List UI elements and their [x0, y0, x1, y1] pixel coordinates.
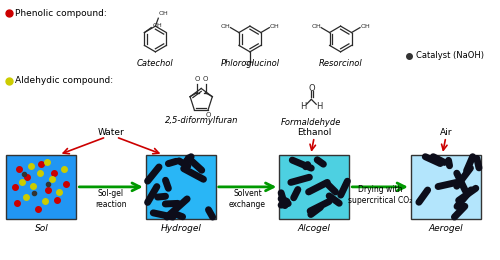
Text: OH: OH — [270, 24, 280, 29]
FancyBboxPatch shape — [146, 155, 216, 219]
FancyBboxPatch shape — [6, 155, 76, 219]
Text: Air: Air — [440, 128, 452, 137]
Text: Solvent
exchange: Solvent exchange — [229, 189, 266, 209]
Text: Sol-gel
reaction: Sol-gel reaction — [96, 189, 127, 209]
Text: H: H — [316, 102, 322, 111]
Text: O: O — [203, 76, 208, 82]
Text: OH: OH — [360, 24, 370, 29]
Text: Phenolic compound:: Phenolic compound: — [15, 9, 107, 18]
Text: Catechol: Catechol — [137, 59, 174, 68]
Text: OH: OH — [311, 24, 321, 29]
Text: OH: OH — [158, 11, 168, 16]
Text: Aldehydic compound:: Aldehydic compound: — [15, 76, 113, 85]
Text: Hydrogel: Hydrogel — [160, 224, 201, 233]
Text: Drying with
supercritical CO₂: Drying with supercritical CO₂ — [348, 185, 412, 205]
Text: Resorcinol: Resorcinol — [318, 59, 362, 68]
Text: OH: OH — [220, 24, 230, 29]
Text: Aerogel: Aerogel — [428, 224, 463, 233]
Text: Sol: Sol — [34, 224, 48, 233]
Text: 2,5-diformylfuran: 2,5-diformylfuran — [164, 116, 238, 125]
Text: OH: OH — [245, 61, 255, 66]
Text: O: O — [206, 112, 211, 118]
Text: O: O — [194, 76, 200, 82]
Text: Alcogel: Alcogel — [298, 224, 330, 233]
Text: Phloroglucinol: Phloroglucinol — [220, 59, 280, 68]
FancyBboxPatch shape — [411, 155, 481, 219]
Text: Formaldehyde: Formaldehyde — [281, 118, 342, 127]
FancyBboxPatch shape — [279, 155, 349, 219]
Text: OH: OH — [152, 23, 162, 28]
Text: O: O — [308, 84, 314, 93]
Text: H: H — [300, 102, 306, 111]
Text: Ethanol: Ethanol — [297, 128, 332, 137]
Text: Catalyst (NaOH): Catalyst (NaOH) — [416, 51, 484, 60]
Text: Water: Water — [98, 128, 124, 137]
